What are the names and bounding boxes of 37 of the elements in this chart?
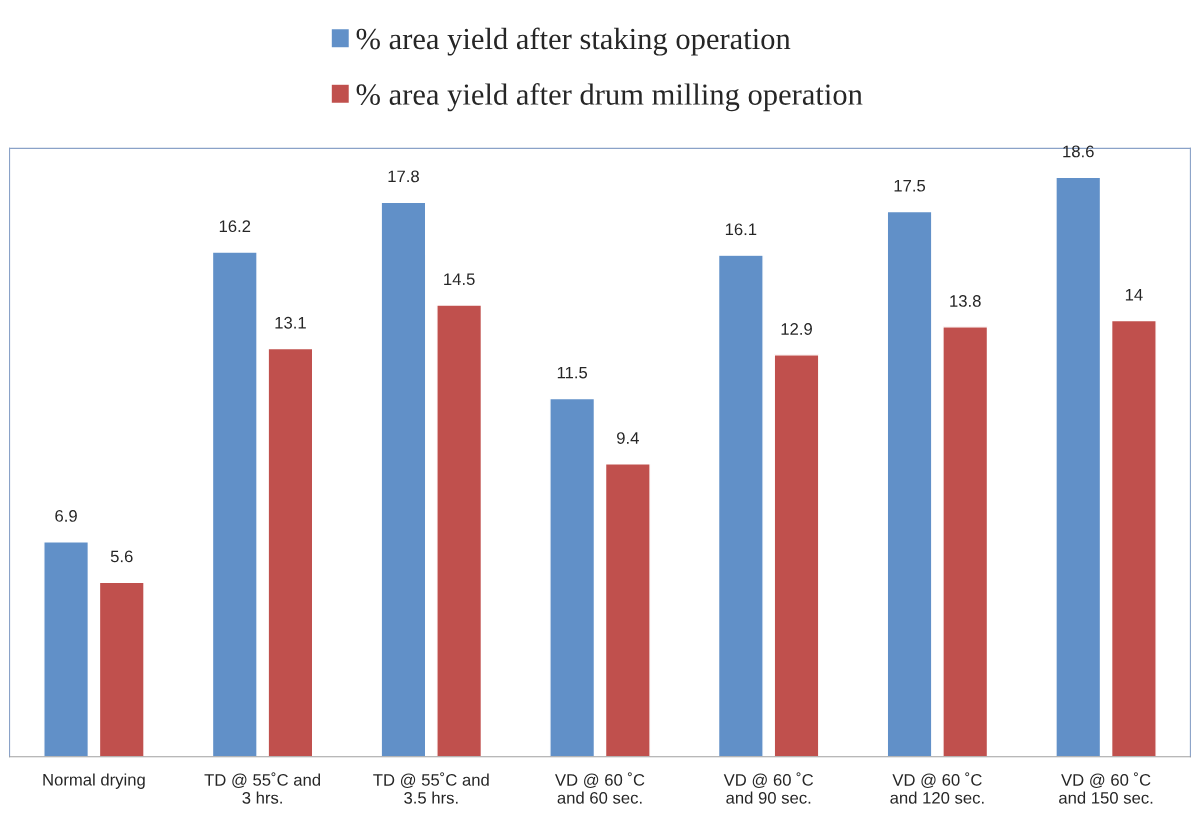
data-label: 13.1 <box>275 316 306 329</box>
bar <box>604 463 651 757</box>
bar <box>267 347 314 757</box>
bar <box>886 210 933 757</box>
data-label: 17.8 <box>388 170 419 183</box>
data-label: 14.5 <box>444 273 475 286</box>
data-label: 5.6 <box>110 550 133 563</box>
data-label: 9.4 <box>617 432 639 444</box>
bar <box>436 304 483 757</box>
data-label: 16.1 <box>725 223 757 236</box>
bar <box>773 354 820 757</box>
data-label: 16.2 <box>219 220 251 233</box>
legend-label: % area yield after drum milling operation <box>356 83 863 112</box>
bar <box>211 251 258 757</box>
data-label: 11.5 <box>557 366 588 379</box>
data-label: 12.9 <box>781 323 812 335</box>
bar <box>1055 176 1102 757</box>
x-tick-label: VD @ 60 ˚C and 60 sec. <box>555 772 645 804</box>
bar <box>1110 319 1157 757</box>
bar <box>717 254 764 757</box>
data-label: 6.9 <box>55 510 77 522</box>
data-label: 14 <box>1125 289 1143 301</box>
x-tick-label: VD @ 60 ˚C and 120 sec. <box>890 772 984 804</box>
x-tick-label: VD @ 60 ˚C and 90 sec. <box>723 772 814 804</box>
bar <box>549 397 596 757</box>
bar <box>942 326 989 757</box>
x-tick-label: TD @ 55˚C and 3 hrs. <box>204 772 320 804</box>
data-label: 18.6 <box>1063 145 1094 158</box>
x-tick-label: Normal drying <box>43 773 145 789</box>
bar <box>98 581 145 757</box>
data-label: 17.5 <box>894 179 926 192</box>
x-tick-label: VD @ 60 ˚C and 150 sec. <box>1059 772 1153 804</box>
x-tick-label: TD @ 55˚C and 3.5 hrs. <box>373 772 489 804</box>
bar <box>380 201 427 757</box>
legend-label: % area yield after staking operation <box>356 27 791 56</box>
bar <box>43 541 90 757</box>
data-label: 13.8 <box>950 295 981 307</box>
